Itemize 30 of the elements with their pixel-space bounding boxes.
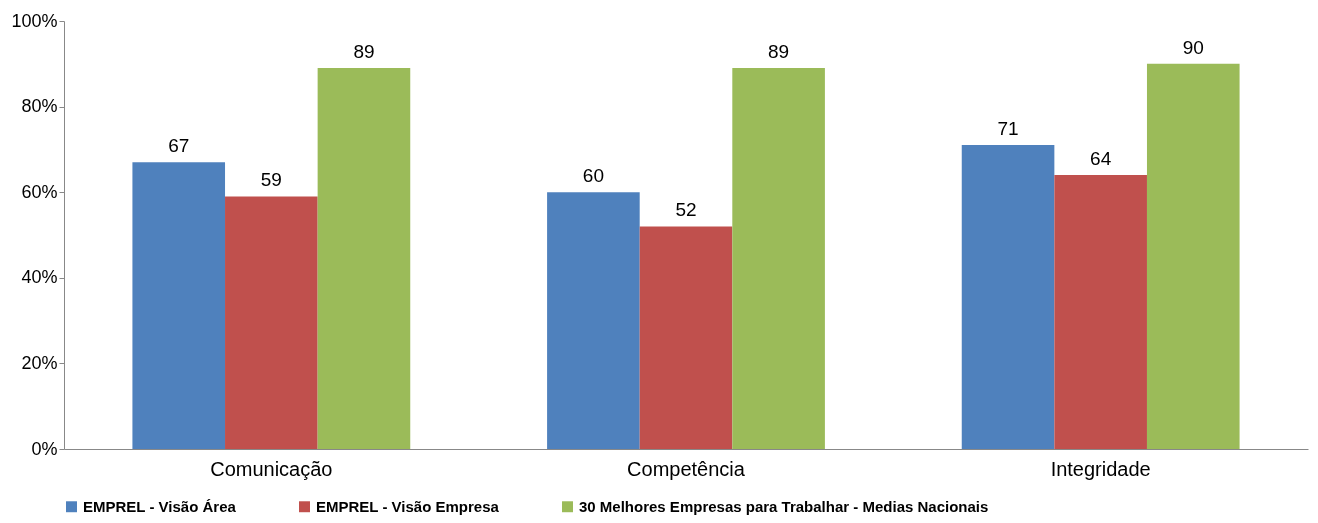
data-label: 71 <box>997 118 1019 140</box>
y-tick-label: 80% <box>21 96 58 117</box>
data-label: 90 <box>1182 36 1204 58</box>
bar <box>1146 63 1240 449</box>
bar <box>225 196 318 449</box>
x-tick-label: Comunicação <box>210 457 333 480</box>
data-label: 67 <box>168 135 190 157</box>
bar <box>132 162 226 449</box>
data-label: 59 <box>260 169 282 191</box>
legend-label: 30 Melhores Empresas para Trabalhar - Medias Nacionais <box>579 497 989 515</box>
bar <box>639 226 733 449</box>
legend-label: EMPREL - Visão Empresa <box>316 497 500 515</box>
bar <box>547 192 640 449</box>
bar <box>1054 175 1147 449</box>
y-tick-label: 0% <box>31 438 58 459</box>
y-tick-label: 20% <box>21 352 58 373</box>
x-tick-label: Integridade <box>1050 457 1151 480</box>
bar <box>732 68 825 449</box>
bar <box>961 145 1055 449</box>
x-tick-label: Competência <box>627 457 746 480</box>
data-label: 89 <box>353 41 375 63</box>
bar <box>317 68 411 449</box>
data-label: 52 <box>675 199 697 221</box>
y-tick-label: 60% <box>21 181 58 202</box>
data-label: 89 <box>768 41 790 63</box>
data-label: 60 <box>582 165 604 187</box>
legend-label: EMPREL - Visão Área <box>83 497 237 515</box>
data-label: 64 <box>1090 148 1112 170</box>
y-tick-label: 100% <box>11 10 58 31</box>
y-tick-label: 40% <box>21 267 58 288</box>
